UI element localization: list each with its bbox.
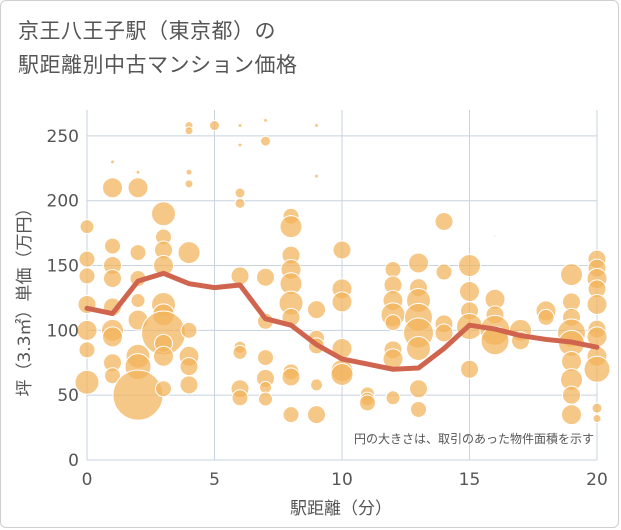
bubble-point (279, 215, 303, 239)
bubble-point (384, 314, 402, 332)
bubble-point (282, 406, 300, 424)
bubble-point (110, 159, 115, 165)
bubble-point (310, 378, 323, 392)
bubble-point (459, 280, 480, 302)
bubble-point (135, 169, 141, 175)
bubble-point (102, 326, 123, 348)
y-axis-label: 坪（3.3㎡）単価（万円） (15, 199, 35, 396)
bubble-point (179, 357, 199, 377)
bubble-point (260, 135, 271, 147)
chart-title: 京王八王子駅（東京都）の 駅距離別中古マンション価格 (18, 14, 578, 82)
bubble-point (314, 123, 319, 129)
bubble-point (307, 405, 326, 425)
bubble-point (79, 219, 95, 235)
y-tick-label: 100 (47, 321, 79, 341)
bubble-point (231, 389, 249, 407)
y-tick-label: 150 (47, 257, 79, 277)
bubble-point (180, 321, 198, 339)
y-tick-label: 0 (68, 451, 79, 471)
bubble-point (78, 341, 96, 359)
bubble-point (493, 234, 497, 238)
x-tick-label: 20 (586, 470, 608, 490)
bubble-point (314, 173, 319, 179)
bubble-point (307, 300, 326, 320)
bubble-point (74, 369, 100, 395)
x-tick-label: 15 (459, 470, 481, 490)
bubble-point (408, 252, 429, 274)
bubble-point (258, 391, 273, 407)
bubble-point (332, 240, 352, 260)
bubble-point (184, 126, 194, 136)
bubble-point (561, 404, 582, 426)
bubble-point (257, 349, 274, 367)
bubble-point (537, 308, 555, 326)
bubble-point (384, 260, 402, 278)
bubble-point (184, 179, 194, 189)
bubble-point (179, 375, 199, 395)
bubble-point (562, 385, 581, 405)
bubble-point (281, 367, 301, 387)
bubble-point (232, 344, 248, 360)
bubble-size-note: 円の大きさは、取引のあった物件面積を示す (354, 431, 594, 446)
bubble-point (104, 367, 121, 385)
bubble-point (237, 123, 243, 129)
bubble-point (330, 362, 354, 386)
bubble-point (127, 177, 149, 199)
bubble-point (151, 201, 176, 227)
bubble-point (385, 390, 401, 406)
x-tick-label: 5 (209, 470, 220, 490)
bubble-point (256, 267, 275, 287)
bubble-point (78, 267, 96, 285)
bubble-point (406, 336, 431, 362)
bubble-point (209, 120, 220, 132)
y-tick-label: 200 (47, 192, 79, 212)
bubble-point (177, 241, 201, 265)
bubble-point (237, 142, 243, 148)
bubble-point (560, 263, 583, 287)
x-tick-label: 0 (82, 470, 93, 490)
bubble-point (434, 323, 454, 343)
bubble-point (263, 117, 268, 123)
y-tick-label: 50 (57, 386, 79, 406)
bubble-point (592, 414, 602, 424)
bubble-point (76, 319, 98, 341)
bubble-point (234, 197, 246, 209)
bubble-point (434, 211, 454, 231)
bubble-point (129, 244, 147, 262)
x-axis-label: 駅距離（分） (290, 499, 392, 519)
bubble-point (583, 355, 611, 383)
trend-series (84, 270, 600, 372)
bubble-point (153, 345, 174, 367)
bubble-point (78, 250, 96, 268)
bubble-point (112, 369, 164, 421)
bubble-point (586, 293, 608, 315)
bubble-point (102, 177, 123, 199)
y-tick-label: 250 (47, 127, 79, 147)
bubble-point (130, 293, 146, 309)
trend-line (84, 270, 600, 372)
bubble-point (458, 254, 481, 278)
bubble-point (591, 402, 603, 414)
bubble-point (185, 168, 193, 176)
bubble-point (104, 237, 121, 255)
bubble-point (435, 263, 453, 281)
tick-labels: 0 50 100 150 200 250 0 5 10 15 20 (47, 127, 608, 490)
bubble-point (234, 187, 246, 199)
bubble-series (74, 117, 611, 426)
bubble-point (409, 379, 428, 399)
bubble-point (103, 269, 122, 289)
bubble-point (331, 291, 353, 313)
bubble-point (155, 380, 172, 398)
bubble-point (410, 400, 427, 418)
chart-title-line-1: 京王八王子駅（東京都）の (18, 19, 276, 43)
chart-title-line-2: 駅距離別中古マンション価格 (18, 53, 298, 77)
bubble-point (230, 266, 250, 286)
bubble-point (359, 394, 376, 412)
bubble-point (460, 359, 479, 379)
x-tick-label: 10 (331, 470, 353, 490)
